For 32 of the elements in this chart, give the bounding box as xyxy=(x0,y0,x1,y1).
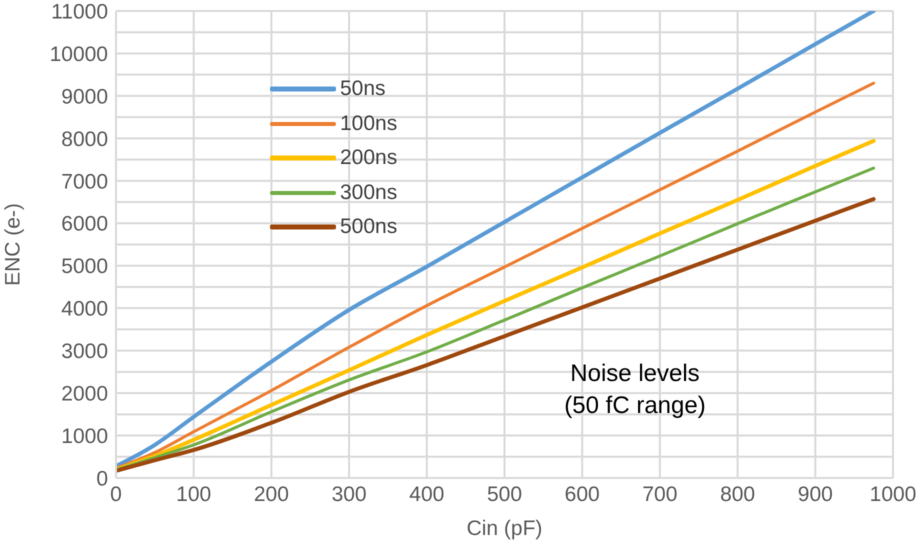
legend-label: 50ns xyxy=(340,77,386,102)
line-series xyxy=(116,11,876,468)
x-tick-label: 500 xyxy=(486,482,522,506)
y-tick-label: 6000 xyxy=(61,212,108,236)
x-tick-label: 900 xyxy=(798,482,833,506)
y-tick-label: 2000 xyxy=(61,382,108,406)
y-tick-label: 9000 xyxy=(61,85,108,108)
annotation: Noise levels (50 fC range) xyxy=(563,359,707,421)
y-tick-label: 10000 xyxy=(50,42,108,66)
y-tick-label: 0 xyxy=(96,467,108,490)
x-tick-label: 600 xyxy=(564,482,600,506)
y-tick-label: 8000 xyxy=(61,128,108,151)
x-tick-label: 100 xyxy=(176,482,212,506)
y-tick-label: 5000 xyxy=(61,255,108,278)
x-tick-label: 800 xyxy=(720,482,756,506)
x-tick-label: 300 xyxy=(332,482,367,506)
y-axis-title: ENC (e-) xyxy=(1,203,24,286)
x-tick-label: 700 xyxy=(642,482,678,506)
x-axis-title: Cin (pF) xyxy=(466,517,542,540)
y-tick-label: 7000 xyxy=(61,170,108,194)
y-tick-label: 4000 xyxy=(61,298,108,321)
y-tick-label: 1000 xyxy=(61,425,108,448)
y-tick-label: 3000 xyxy=(61,340,108,364)
legend-label: 100ns xyxy=(340,112,398,136)
x-tick-label: 1000 xyxy=(870,482,916,506)
legend-label: 300ns xyxy=(340,180,398,205)
x-tick-label: 200 xyxy=(254,482,289,506)
y-tick-label: 11000 xyxy=(51,0,108,24)
line-series xyxy=(116,82,876,470)
legend-label: 200ns xyxy=(340,146,398,170)
x-tick-label: 400 xyxy=(409,482,444,506)
legend-label: 500ns xyxy=(340,215,398,240)
